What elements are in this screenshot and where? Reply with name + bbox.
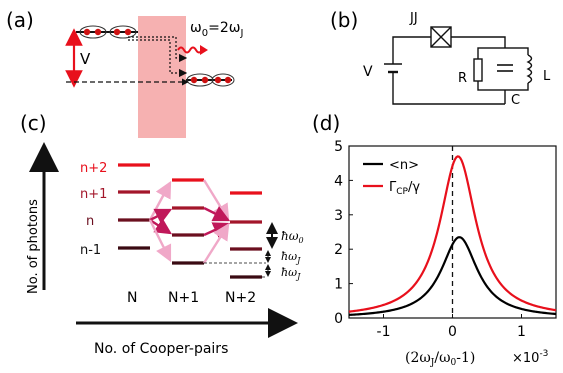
junction-label: JJ [409, 11, 418, 26]
photon-axis-label: No. of photons [26, 199, 41, 294]
transition-arrows [148, 179, 231, 264]
cooper-axis-label: No. of Cooper-pairs [94, 341, 228, 357]
column-label-N1: N+1 [168, 290, 199, 306]
frequency-label: ω0=2ωJ [190, 20, 243, 39]
axis-ticks: 0 1 2 3 4 5 -1 0 1 [334, 139, 526, 340]
energy-label-hwJ-1: ħωJ [281, 250, 301, 265]
x-tick-label: 0 [448, 324, 457, 340]
levels-col-N [118, 163, 150, 250]
wire-left-top [392, 36, 431, 64]
column-label-N: N [127, 290, 137, 306]
resistor-symbol [473, 58, 483, 82]
photon-wavy-arrow [177, 46, 203, 54]
legend-label-gamma: ΓCP/γ [389, 180, 420, 197]
x-tick-label: 1 [517, 324, 526, 340]
column-label-N2: N+2 [225, 290, 256, 306]
level-label-nm1: n-1 [80, 243, 101, 258]
resistor-label: R [458, 71, 467, 86]
level-label-n2: n+2 [80, 161, 107, 176]
x-axis-multiplier: ×10-3 [512, 349, 548, 366]
y-tick-label: 1 [334, 277, 343, 293]
y-tick-label: 4 [334, 173, 343, 189]
capacitor-label: C [511, 93, 520, 108]
y-tick-label: 5 [334, 139, 343, 155]
y-tick-label: 0 [334, 311, 343, 327]
level-label-n: n [86, 214, 94, 229]
x-axis-label: (2ωJ/ω0-1) [405, 350, 475, 368]
panel-d-label: (d) [312, 111, 340, 135]
panel-b: (b) JJ V R C L [330, 8, 551, 108]
panel-b-label: (b) [330, 8, 358, 32]
inductor-label: L [543, 69, 551, 84]
cooper-pair-left [79, 25, 137, 39]
inductor-symbol [526, 54, 533, 84]
y-tick-label: 2 [334, 242, 343, 258]
tunneling-region [138, 16, 186, 138]
legend: <n> ΓCP/γ [363, 158, 420, 197]
wire-left-bottom [392, 72, 505, 105]
x-tick-label: -1 [377, 324, 391, 340]
series-gamma-curve [348, 155, 557, 313]
panel-d: (d) 0 1 2 3 4 5 -1 0 1 <n> ΓCP/γ (2ωJ/ω0-1) ×10-… [312, 111, 557, 368]
energy-label-hwJ-2: ħωJ [281, 266, 301, 281]
voltage-label-b: V [363, 64, 373, 80]
levels-col-N2 [230, 191, 262, 279]
photon-arrowhead [200, 45, 208, 55]
levels-col-N1 [172, 178, 204, 265]
wire-right-top [451, 36, 506, 48]
voltage-label-a: V [80, 50, 91, 68]
y-tick-label: 3 [334, 208, 343, 224]
energy-label-hw0: ħω0 [281, 229, 304, 245]
series-n-curve [348, 236, 557, 316]
path-line-lower [128, 39, 188, 78]
panel-a: (a) V ω0=2ωJ [6, 8, 243, 138]
legend-label-n: <n> [389, 158, 419, 173]
panel-c-label: (c) [20, 111, 47, 135]
panel-a-label: (a) [6, 8, 34, 32]
level-label-n1: n+1 [80, 187, 107, 202]
panel-c: (c) No. of photons No. of Cooper-pairs n… [20, 111, 304, 357]
path-line-upper [128, 36, 188, 63]
